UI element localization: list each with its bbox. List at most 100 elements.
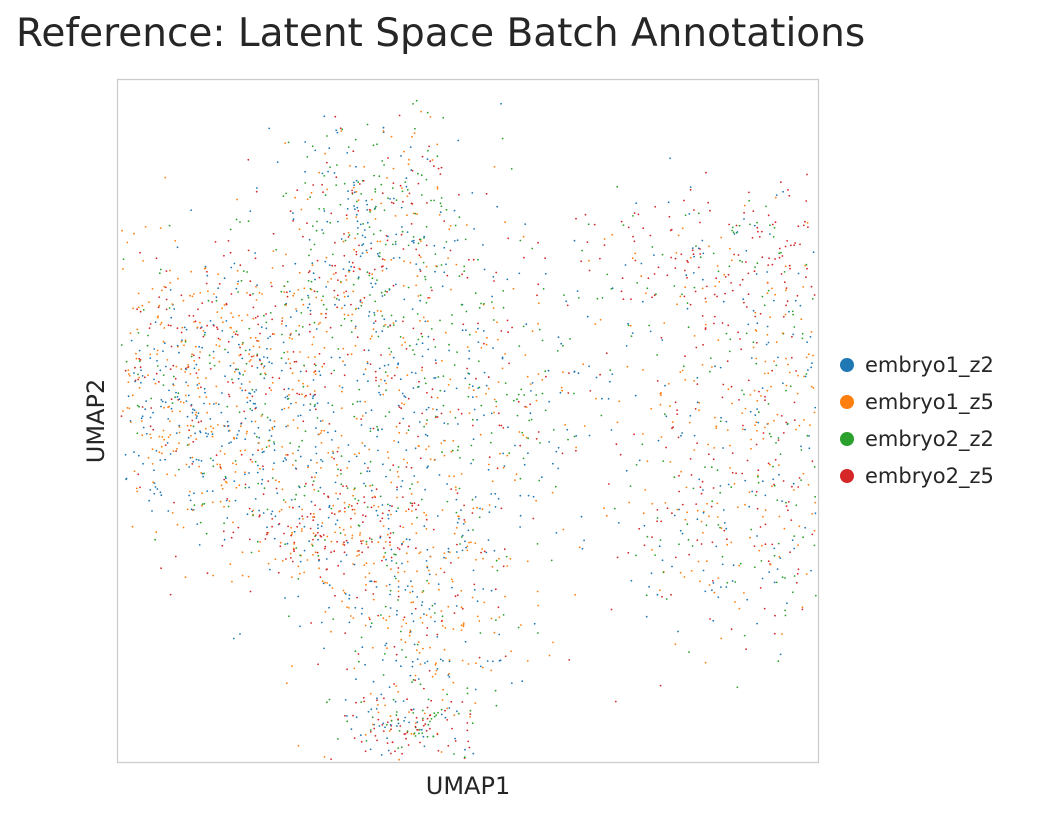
- scatter-point: [708, 453, 710, 456]
- scatter-point: [310, 248, 312, 251]
- scatter-point: [669, 461, 672, 463]
- scatter-point: [321, 183, 323, 186]
- scatter-point: [415, 284, 417, 287]
- scatter-point: [353, 266, 356, 269]
- scatter-point: [173, 308, 176, 310]
- scatter-point: [481, 666, 484, 669]
- scatter-point: [502, 427, 505, 429]
- scatter-point: [640, 262, 643, 265]
- scatter-point: [423, 613, 425, 615]
- scatter-point: [239, 387, 242, 389]
- scatter-point: [240, 453, 243, 456]
- scatter-point: [392, 182, 395, 185]
- scatter-point: [516, 398, 518, 401]
- scatter-point: [414, 447, 417, 450]
- scatter-point: [413, 475, 416, 477]
- scatter-point: [405, 449, 408, 451]
- scatter-point: [252, 345, 255, 348]
- scatter-point: [689, 303, 692, 306]
- scatter-point: [232, 381, 234, 384]
- scatter-point: [802, 536, 804, 539]
- scatter-point: [810, 285, 813, 288]
- scatter-point: [361, 442, 364, 444]
- scatter-point: [415, 508, 417, 511]
- scatter-point: [340, 407, 343, 410]
- scatter-point: [302, 303, 305, 306]
- scatter-point: [425, 448, 428, 451]
- legend-marker: [840, 468, 854, 483]
- scatter-point: [381, 428, 383, 431]
- scatter-point: [204, 331, 206, 334]
- scatter-point: [172, 364, 175, 367]
- scatter-point: [747, 272, 750, 275]
- scatter-point: [575, 449, 577, 452]
- scatter-point: [223, 505, 225, 508]
- scatter-point: [472, 438, 475, 441]
- scatter-point: [361, 301, 363, 304]
- scatter-point: [424, 320, 427, 323]
- scatter-point: [246, 430, 249, 433]
- scatter-point: [164, 401, 167, 404]
- scatter-point: [167, 418, 170, 420]
- scatter-point: [485, 392, 487, 395]
- scatter-point: [743, 634, 746, 637]
- scatter-point: [473, 588, 476, 591]
- scatter-point: [390, 135, 393, 138]
- scatter-point: [180, 294, 183, 297]
- scatter-point: [289, 552, 292, 555]
- scatter-point: [319, 420, 322, 422]
- scatter-point: [752, 309, 755, 312]
- scatter-point: [232, 436, 235, 439]
- scatter-point: [547, 369, 550, 372]
- scatter-point: [238, 430, 240, 432]
- scatter-point: [385, 558, 387, 561]
- scatter-point: [254, 407, 257, 410]
- scatter-point: [439, 319, 441, 322]
- scatter-point: [225, 320, 228, 322]
- scatter-point: [161, 452, 163, 455]
- scatter-point: [318, 567, 320, 570]
- scatter-point: [772, 478, 775, 481]
- scatter-point: [398, 548, 401, 551]
- scatter-point: [295, 360, 298, 363]
- scatter-point: [450, 488, 453, 490]
- scatter-point: [193, 293, 195, 295]
- scatter-point: [738, 224, 741, 227]
- scatter-point: [474, 542, 477, 545]
- scatter-point: [689, 186, 692, 189]
- scatter-point: [342, 240, 345, 243]
- scatter-point: [159, 227, 162, 230]
- scatter-point: [493, 631, 496, 634]
- scatter-point: [394, 215, 397, 217]
- scatter-point: [810, 331, 813, 333]
- scatter-point: [567, 438, 569, 441]
- scatter-point: [311, 225, 314, 228]
- scatter-point: [595, 376, 598, 379]
- scatter-point: [251, 409, 254, 412]
- scatter-point: [388, 411, 391, 413]
- scatter-point: [537, 241, 539, 244]
- scatter-point: [415, 716, 418, 719]
- scatter-point: [247, 249, 250, 252]
- scatter-point: [246, 271, 249, 273]
- scatter-point: [185, 400, 188, 402]
- scatter-point: [327, 431, 329, 434]
- scatter-point: [426, 548, 429, 551]
- scatter-point: [801, 332, 804, 335]
- scatter-point: [298, 572, 301, 575]
- scatter-point: [322, 303, 325, 306]
- scatter-point: [275, 487, 278, 490]
- scatter-point: [382, 126, 385, 129]
- scatter-point: [649, 330, 652, 333]
- scatter-point: [347, 444, 350, 446]
- scatter-point: [568, 659, 571, 661]
- scatter-point: [453, 532, 456, 535]
- scatter-point: [237, 368, 240, 371]
- scatter-point: [257, 340, 260, 343]
- scatter-point: [421, 412, 424, 415]
- scatter-point: [133, 372, 135, 374]
- scatter-point: [383, 318, 386, 321]
- scatter-point: [414, 372, 417, 374]
- scatter-point: [397, 404, 400, 407]
- scatter-point: [610, 608, 613, 611]
